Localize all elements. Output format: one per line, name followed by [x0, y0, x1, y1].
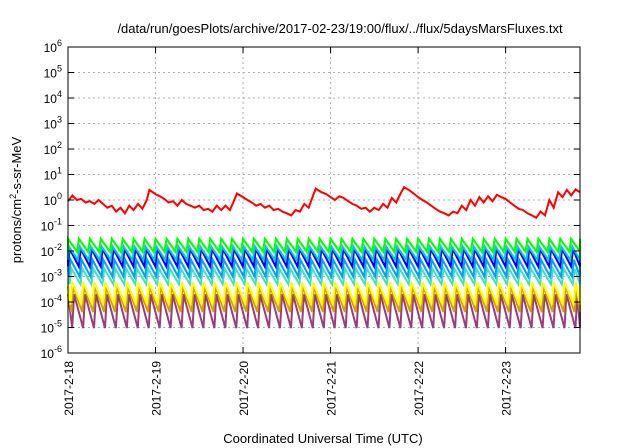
series-line — [67, 235, 581, 255]
series-line — [67, 245, 581, 270]
y-tick-label: 103 — [44, 115, 62, 132]
series-line — [67, 281, 581, 305]
y-tick-label: 102 — [44, 140, 62, 157]
x-tick-label: 2017-2-22 — [412, 361, 426, 416]
x-axis-label: Coordinated Universal Time (UTC) — [223, 431, 422, 446]
y-axis-label: protons/cm2-s-sr-MeV — [8, 136, 24, 263]
series-line — [67, 185, 581, 220]
x-tick-label: 2017-2-18 — [62, 361, 76, 416]
y-tick-label: 10-6 — [41, 344, 62, 361]
series-line — [67, 265, 581, 288]
x-tick-label: 2017-2-21 — [325, 361, 339, 416]
y-tick-label: 105 — [44, 64, 62, 81]
series-line — [67, 294, 581, 329]
x-axis-ticks: 2017-2-18 2017-2-19 2017-2-20 2017-2-21 2017… — [62, 47, 514, 416]
y-tick-label: 100 — [44, 191, 62, 208]
y-tick-label: 104 — [44, 89, 62, 106]
y-tick-label: 10-1 — [41, 217, 62, 234]
y-axis-label-sup: 2 — [8, 194, 18, 199]
x-tick-label: 2017-2-23 — [500, 361, 514, 416]
y-tick-label: 10-4 — [41, 293, 62, 310]
y-tick-label: 106 — [44, 38, 62, 55]
y-tick-label: 101 — [44, 166, 62, 183]
y-axis-label-main: protons/cm — [9, 199, 24, 263]
y-tick-label: 10-2 — [41, 242, 62, 259]
chart-title: /data/run/goesPlots/archive/2017-02-23/1… — [117, 21, 563, 36]
data-series — [67, 185, 581, 329]
x-tick-label: 2017-2-19 — [150, 361, 164, 416]
y-axis-ticks: 10-6 10-5 10-4 10-3 10-2 10-1 100 101 102 103 104 1… — [41, 38, 580, 361]
x-tick-label: 2017-2-20 — [237, 361, 251, 416]
series-line — [67, 243, 581, 264]
y-axis-label-rest: -s-sr-MeV — [9, 136, 24, 193]
series-line — [67, 256, 581, 280]
y-tick-label: 10-3 — [41, 268, 62, 285]
y-tick-label: 10-5 — [41, 319, 62, 336]
series-line — [67, 286, 581, 313]
